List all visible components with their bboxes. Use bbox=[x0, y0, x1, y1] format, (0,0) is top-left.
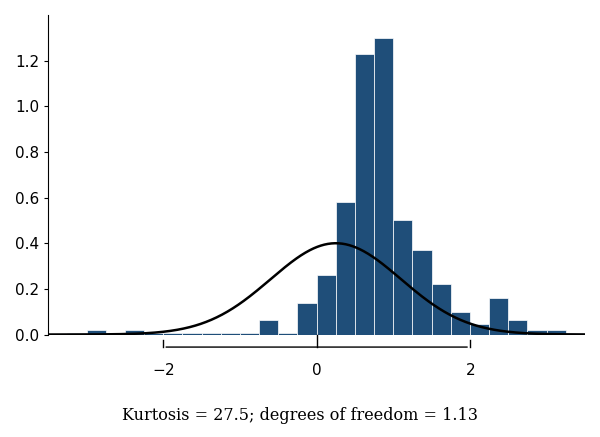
Bar bbox=[163, 333, 182, 334]
Bar bbox=[106, 333, 125, 334]
Bar bbox=[86, 330, 106, 334]
Bar bbox=[278, 333, 298, 334]
Bar bbox=[451, 312, 470, 334]
Bar bbox=[125, 330, 144, 334]
Bar bbox=[67, 333, 86, 334]
Bar bbox=[317, 275, 336, 334]
Bar bbox=[240, 333, 259, 334]
Bar bbox=[527, 330, 547, 334]
Bar bbox=[298, 302, 317, 334]
Bar bbox=[547, 330, 566, 334]
Text: Kurtosis = 27.5; degrees of freedom = 1.13: Kurtosis = 27.5; degrees of freedom = 1.… bbox=[122, 407, 478, 424]
Bar bbox=[470, 324, 489, 334]
Bar bbox=[355, 54, 374, 334]
Bar bbox=[221, 333, 240, 334]
Bar bbox=[412, 250, 431, 334]
Bar bbox=[182, 333, 202, 334]
Bar bbox=[202, 333, 221, 334]
Bar bbox=[566, 333, 585, 334]
Bar bbox=[431, 284, 451, 334]
Bar bbox=[489, 298, 508, 334]
Bar bbox=[394, 220, 412, 334]
Bar bbox=[259, 320, 278, 334]
Bar bbox=[508, 320, 527, 334]
Bar bbox=[336, 202, 355, 334]
Bar bbox=[144, 333, 163, 334]
Bar bbox=[374, 38, 394, 334]
